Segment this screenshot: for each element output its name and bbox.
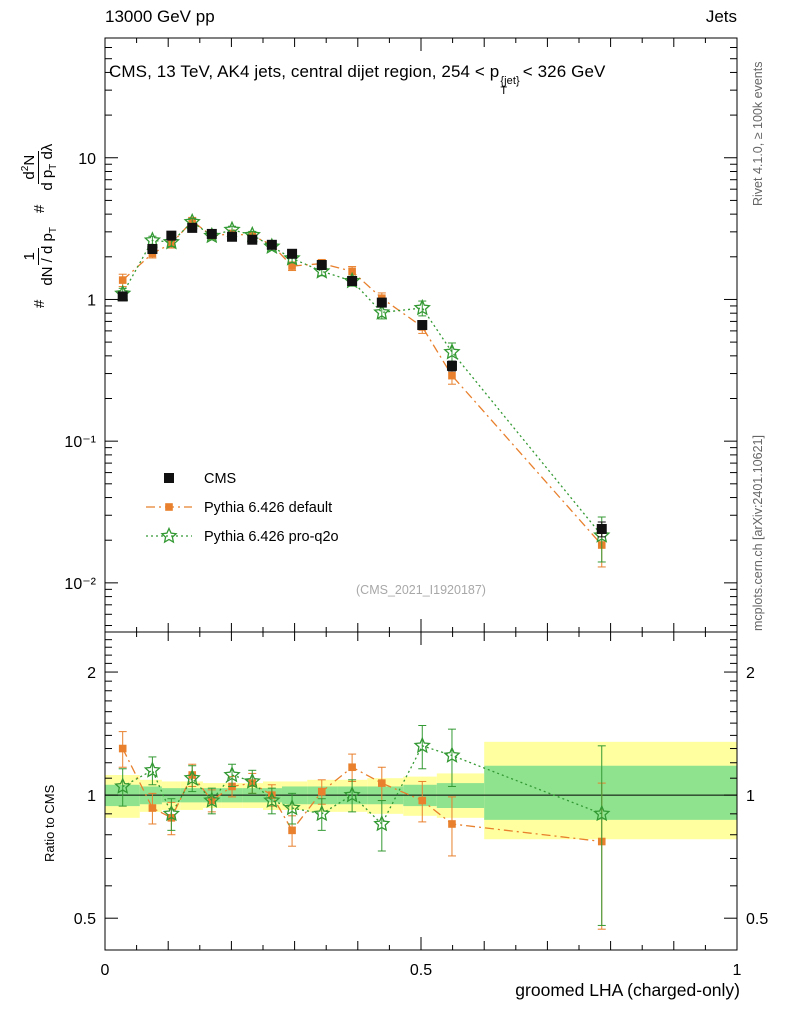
svg-text:1: 1 — [87, 788, 96, 805]
svg-text:CMS: CMS — [204, 471, 236, 487]
ylabel-frac2-numerator: d2N — [20, 150, 40, 184]
ylabel-frac2-denominator: d pT dλ — [39, 142, 60, 193]
x-axis-label: groomed LHA (charged-only) — [515, 980, 740, 1000]
ratio-axis-label: Ratio to CMS — [42, 784, 57, 862]
svg-text:10⁻²: 10⁻² — [64, 576, 96, 593]
ylabel-frac2-den-text: d p — [39, 169, 57, 191]
ylabel-hash-1: # — [31, 299, 49, 308]
mcplots-arxiv-note: mcplots.cern.ch [arXiv:2401.10621] — [751, 435, 765, 631]
analysis-id-watermark: (CMS_2021_I1920187) — [356, 583, 486, 597]
ratio-uncertainty-bands — [105, 741, 737, 840]
y-axis-label: # 1 dN / d pT # d2N d pT dλ — [20, 142, 60, 308]
ylabel-frac2-num-text: d — [21, 171, 38, 180]
plot-title-pre: CMS, 13 TeV, AK4 jets, central dijet reg… — [109, 62, 500, 81]
ylabel-frac1-denominator: dN / d pT — [39, 225, 60, 288]
ratio-series — [114, 725, 611, 930]
ylabel-hash-2: # — [31, 204, 49, 214]
ylabel-frac2-num-text2: N — [21, 154, 38, 166]
svg-text:0.5: 0.5 — [746, 911, 768, 928]
svg-text:10⁻¹: 10⁻¹ — [64, 434, 96, 451]
axes: 10 1 10⁻¹ 10⁻² 0 0.5 1 2 2 1 1 0.5 0.5 — [64, 37, 768, 979]
main-series — [114, 212, 611, 568]
pt-jet-supsub: {jet} T — [500, 75, 520, 97]
ylabel-fraction-2: d2N d pT dλ — [20, 142, 60, 193]
ylabel-frac1-numerator: 1 — [20, 248, 39, 265]
svg-text:10: 10 — [78, 151, 96, 168]
svg-text:0.5: 0.5 — [410, 962, 432, 979]
svg-text:0.5: 0.5 — [74, 911, 96, 928]
svg-text:2: 2 — [87, 665, 96, 682]
svg-text:Pythia 6.426 pro-q2o: Pythia 6.426 pro-q2o — [204, 529, 339, 545]
legend: CMS Pythia 6.426 default Pythia 6.426 pro-… — [146, 471, 339, 545]
ylabel-frac2-den-text2: dλ — [39, 143, 57, 164]
svg-text:1: 1 — [746, 788, 755, 805]
svg-text:Pythia 6.426 default: Pythia 6.426 default — [204, 500, 332, 516]
plot-title-superscript: {jet} — [500, 75, 520, 87]
plot-title-post: < 326 GeV — [522, 62, 606, 81]
ylabel-frac2-num-sup: 2 — [20, 165, 31, 172]
ylabel-frac1-den-sub: T — [47, 227, 59, 234]
svg-text:1: 1 — [733, 962, 742, 979]
svg-text:1: 1 — [87, 292, 96, 309]
svg-text:2: 2 — [746, 665, 755, 682]
plot-title-subscript: T — [500, 85, 508, 97]
collision-energy-label: 13000 GeV pp — [105, 7, 215, 26]
process-label: Jets — [705, 7, 737, 26]
ylabel-frac1-den-text: dN / d p — [38, 233, 56, 286]
svg-text:0: 0 — [101, 962, 110, 979]
ylabel-fraction-1: 1 dN / d pT — [20, 225, 60, 288]
ylabel-frac2-den-sub: T — [48, 163, 60, 170]
plot-title: CMS, 13 TeV, AK4 jets, central dijet reg… — [109, 62, 606, 97]
rivet-version-note: Rivet 4.1.0, ≥ 100k events — [751, 61, 765, 206]
